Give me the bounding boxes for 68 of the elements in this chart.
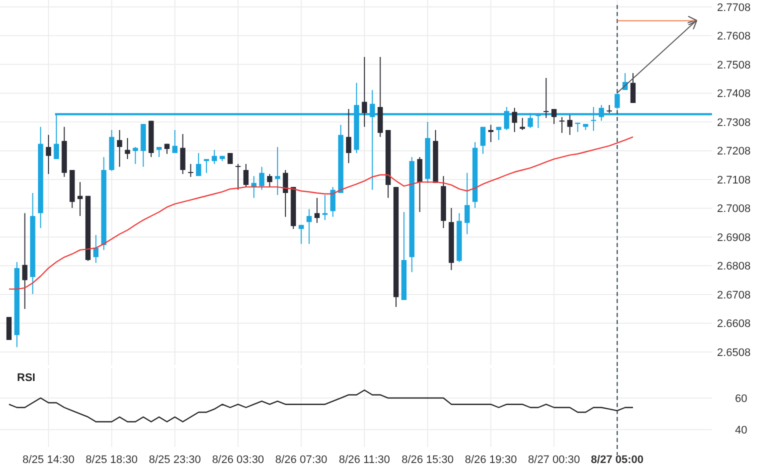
candlestick: [46, 134, 52, 175]
candlestick: [124, 138, 130, 160]
candlestick: [567, 114, 572, 136]
candlestick: [212, 149, 217, 164]
candlestick: [322, 194, 328, 221]
candlestick: [362, 56, 368, 128]
y-tick-label: 2.7708: [717, 2, 751, 14]
y-tick-label: 2.7608: [717, 30, 751, 43]
x-tick-label: 8/25 23:30: [148, 454, 201, 466]
candlestick: [298, 224, 304, 244]
y-tick-label: 2.7408: [717, 88, 751, 100]
candlestick: [93, 234, 98, 264]
candlestick: [306, 208, 312, 244]
candlestick: [132, 146, 138, 164]
candlestick: [235, 163, 241, 190]
x-tick-label: 8/25 14:30: [22, 454, 74, 466]
x-tick-label: 8/26 11:30: [338, 454, 390, 466]
candlestick: [243, 163, 249, 188]
line-series: [8, 390, 634, 422]
y-tick-label: 60: [735, 392, 748, 405]
candlestick: [512, 107, 518, 133]
y-tick-label: 2.7508: [717, 59, 751, 72]
candlestick: [180, 134, 186, 175]
candlestick: [116, 130, 122, 168]
y-tick-label: 2.6908: [717, 232, 751, 244]
candlestick: [630, 72, 636, 104]
candlestick: [172, 130, 178, 154]
candlestick: [204, 158, 210, 174]
chart-title: RSI: [17, 372, 36, 384]
line-series: [8, 136, 634, 290]
y-tick-label: 2.7108: [717, 174, 751, 186]
candlestick: [196, 152, 202, 177]
x-tick-label: 8/26 19:30: [464, 454, 517, 466]
candlestick: [559, 116, 565, 134]
x-tick-label: 8/27 05:00: [590, 454, 644, 466]
candlestick: [496, 126, 502, 141]
candlestick: [77, 182, 83, 217]
candlestick: [188, 163, 194, 178]
candlestick: [267, 174, 272, 188]
candlestick: [544, 77, 549, 118]
candlestick: [346, 108, 352, 164]
y-tick-label: 2.7208: [717, 146, 751, 158]
candlestick: [259, 166, 264, 190]
y-tick-label: 2.6508: [717, 346, 751, 359]
candlestick: [6, 316, 12, 340]
candlestick: [551, 108, 557, 124]
candlestick: [480, 126, 486, 154]
candlestick: [614, 92, 620, 110]
y-tick-label: 40: [735, 424, 748, 436]
y-tick-label: 2.7008: [717, 203, 751, 216]
y-tick-label: 2.6608: [717, 318, 751, 330]
candlestick: [228, 152, 233, 164]
x-tick-label: 8/25 18:30: [86, 454, 138, 466]
candlestick: [464, 172, 470, 235]
y-tick-label: 2.6808: [717, 260, 751, 273]
candlestick: [575, 122, 580, 133]
candlestick: [314, 197, 320, 224]
candlestick: [488, 124, 494, 143]
x-tick-label: 8/26 15:30: [402, 454, 454, 466]
candlestick: [520, 117, 526, 131]
candlestick: [417, 156, 422, 212]
x-tick-label: 8/27 00:30: [528, 454, 580, 466]
y-tick-label: 2.6708: [717, 289, 751, 302]
x-tick-label: 8/26 07:30: [275, 454, 328, 466]
x-tick-label: 8/26 03:30: [212, 454, 264, 466]
candlestick: [274, 146, 280, 196]
y-tick-label: 2.7308: [717, 116, 751, 129]
candlestick: [22, 212, 28, 310]
